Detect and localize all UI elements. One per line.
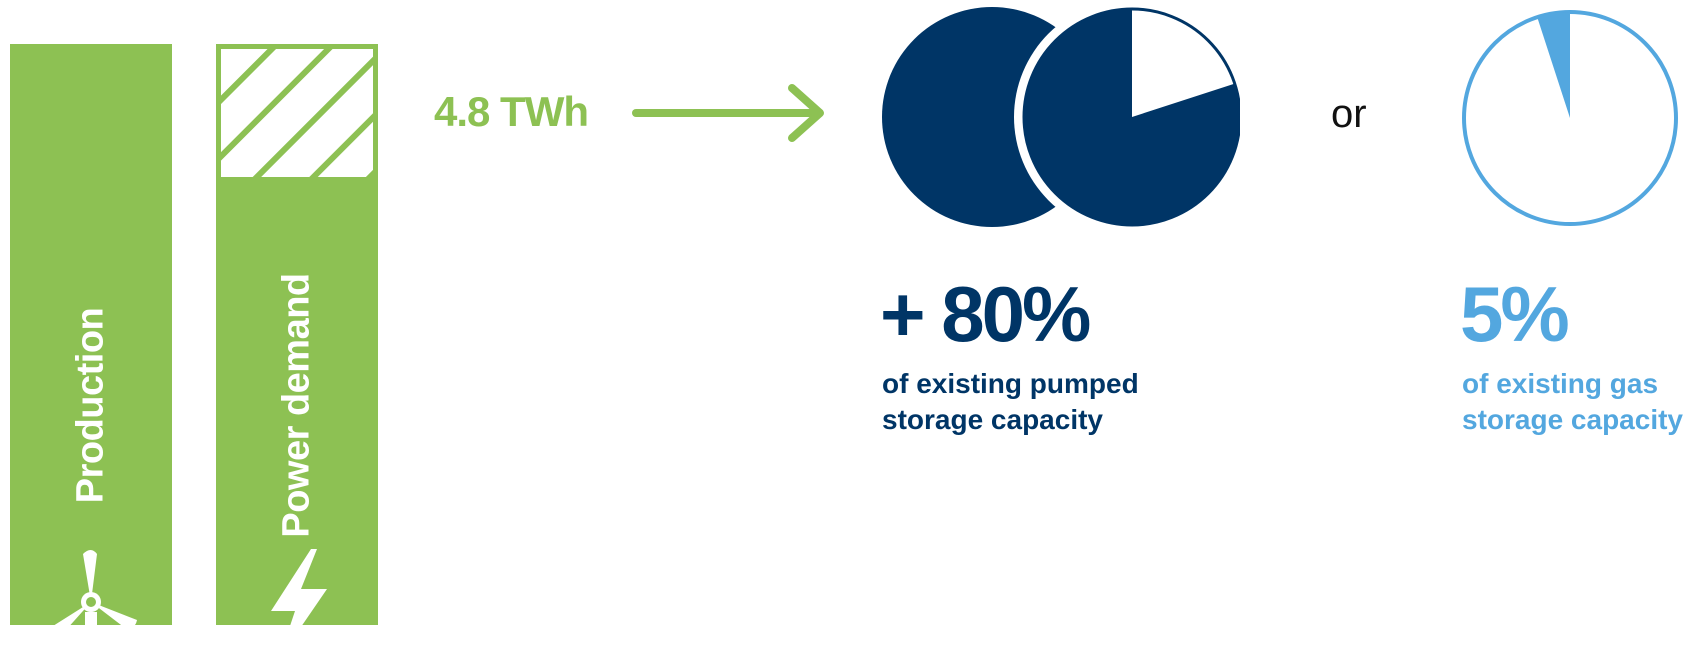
gas-storage-caption: of existing gas storage capacity	[1462, 366, 1683, 438]
or-separator: or	[1331, 92, 1367, 136]
gas-caption-line1: of existing gas	[1462, 368, 1659, 399]
pumped-storage-percent: + 80%	[880, 270, 1091, 358]
gas-storage-slice	[1537, 12, 1570, 118]
lightning-bolt-icon	[271, 549, 327, 659]
pumped-caption-line1: of existing pumped	[882, 368, 1139, 399]
production-label: Production	[69, 307, 112, 504]
pumped-storage-caption: of existing pumped storage capacity	[882, 366, 1139, 438]
pumped-storage-chart	[882, 6, 1240, 231]
gas-storage-chart	[1462, 10, 1678, 226]
gas-storage-percent: 5%	[1460, 270, 1570, 358]
demand-fill	[216, 182, 378, 625]
energy-amount: 4.8 TWh	[434, 88, 589, 135]
arrow-right-icon	[632, 84, 824, 142]
production-bar: Production	[10, 44, 172, 654]
power-demand-label: Power demand	[275, 273, 318, 538]
power-demand-bar: Power demand	[216, 44, 378, 659]
pumped-caption-line2: storage capacity	[882, 404, 1103, 435]
partial-storage-slice	[1023, 9, 1240, 225]
surplus-hatch	[216, 44, 378, 182]
gas-caption-line2: storage capacity	[1462, 404, 1683, 435]
wind-turbine-icon	[51, 550, 137, 654]
